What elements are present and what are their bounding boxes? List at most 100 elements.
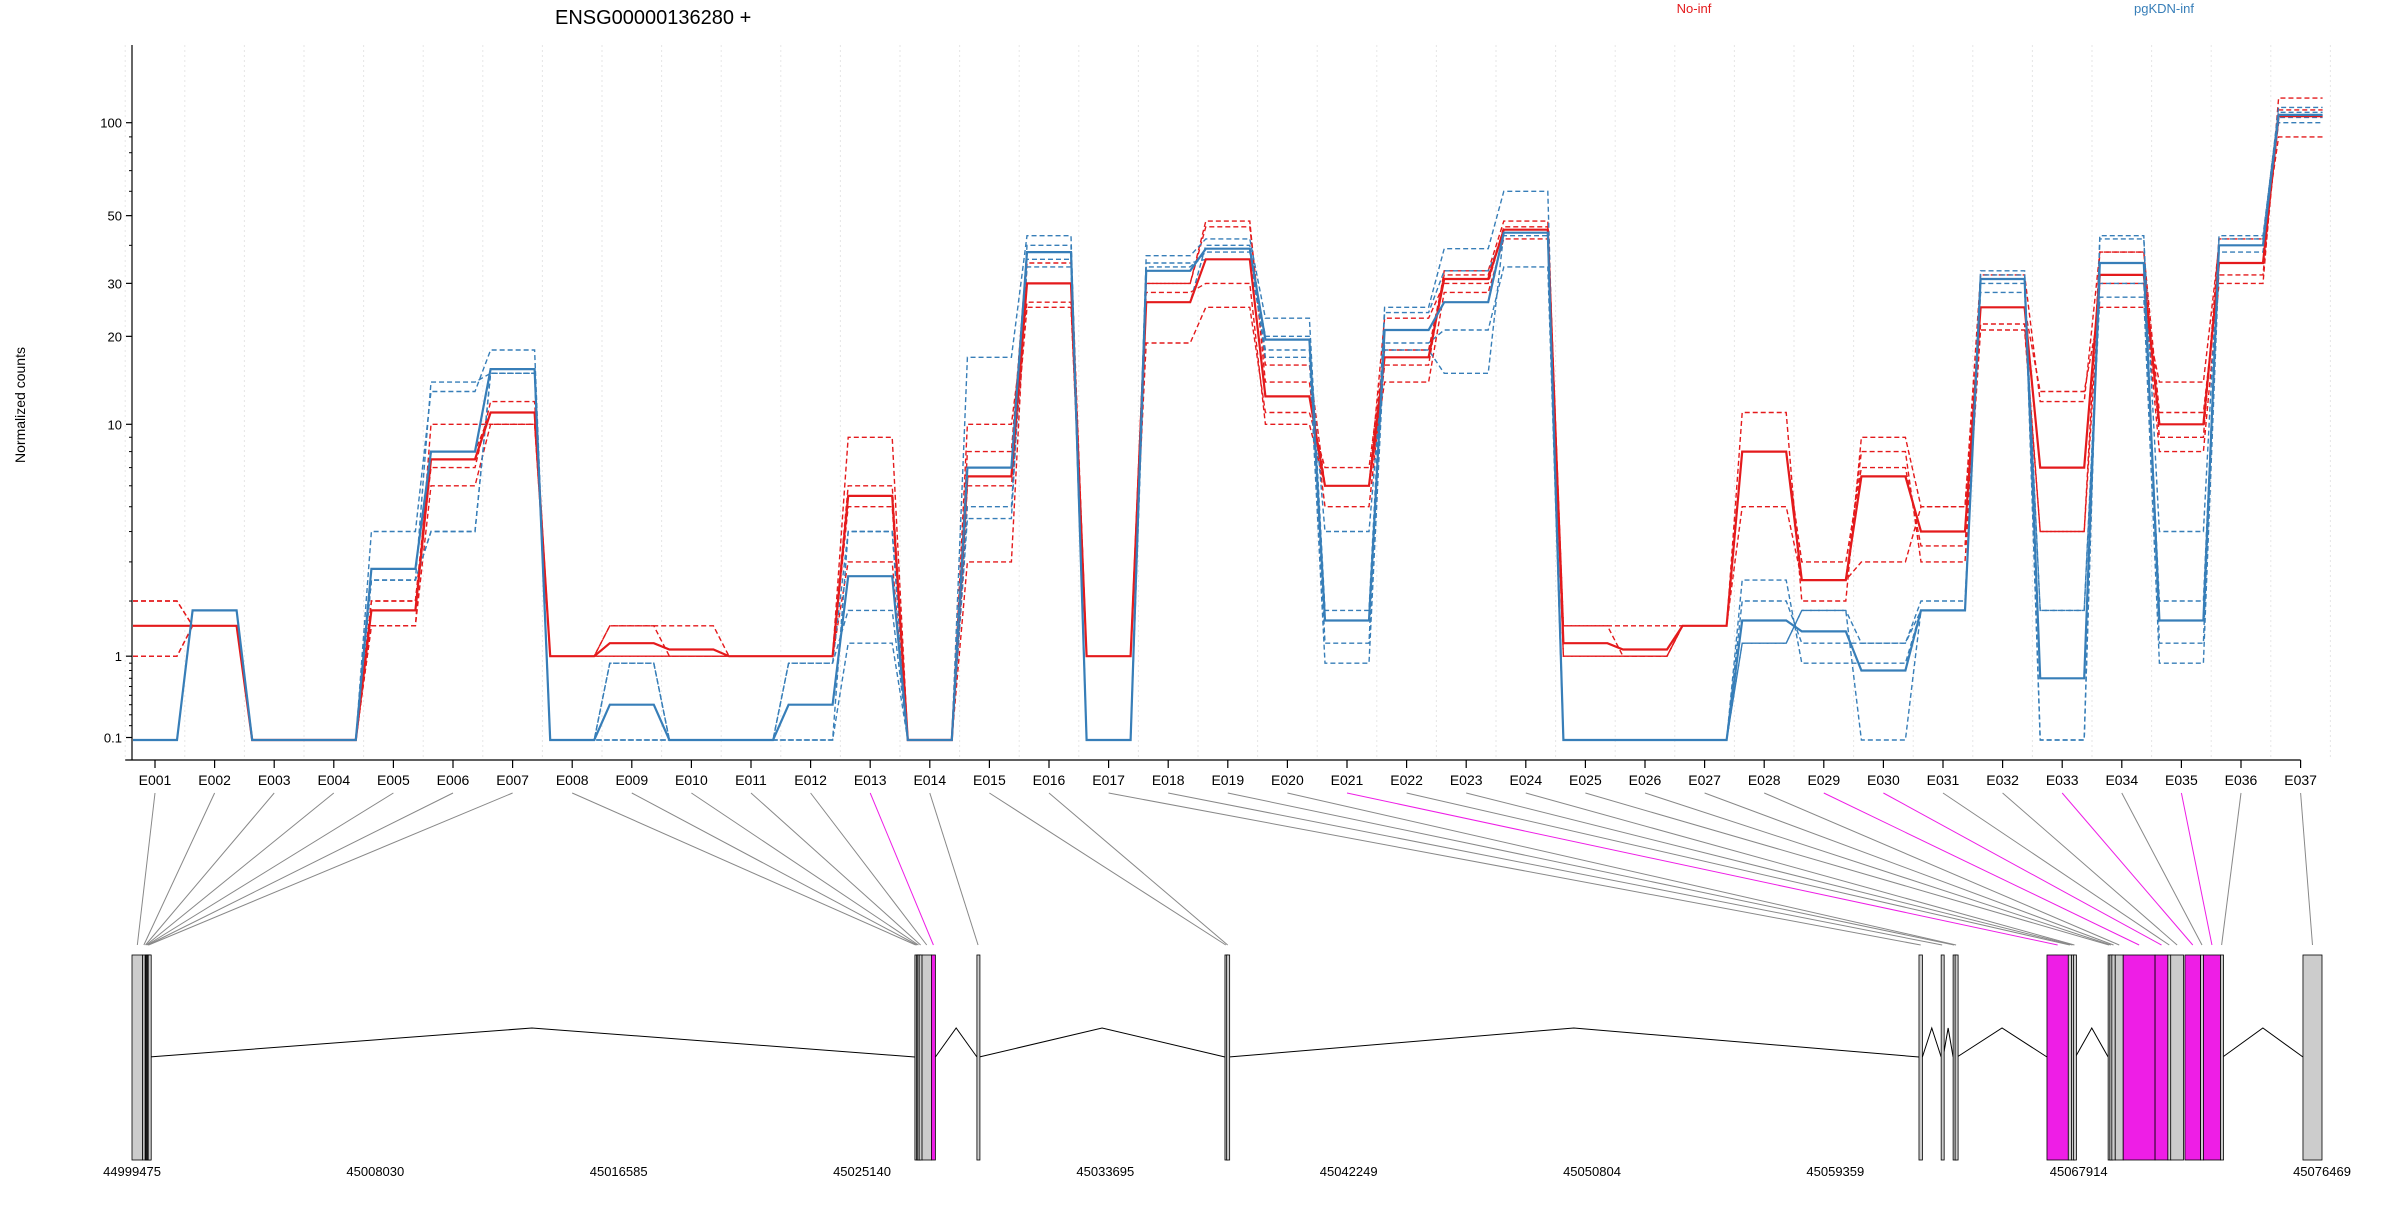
series-line-no-inf — [133, 97, 2323, 741]
gene-model — [131, 954, 2323, 1161]
genome-tick-label: 44999475 — [103, 1164, 161, 1179]
series-line-pgkdn-inf — [133, 122, 2323, 741]
x-tick-label: E014 — [913, 772, 946, 788]
x-tick-label: E004 — [317, 772, 350, 788]
exon-box-e024 — [2073, 954, 2077, 1161]
legend-no-inf: No-inf — [1677, 1, 1712, 16]
intron-line — [1942, 1027, 1954, 1058]
y-axis-label: Normalized counts — [12, 347, 28, 463]
exon-box-e022 — [2067, 954, 2072, 1161]
connector-e005 — [146, 792, 394, 946]
exon-box-e021 — [2046, 954, 2069, 1161]
x-tick-label: E020 — [1271, 772, 1304, 788]
connector-e009 — [631, 792, 918, 946]
intron-line — [1921, 1026, 1942, 1058]
series-line-pgkdn-inf — [133, 111, 2323, 741]
y-tick-label: 20 — [108, 329, 122, 344]
intron-line — [2074, 1026, 2109, 1058]
mean-line-pgkdn-inf — [133, 113, 2323, 742]
x-tick-label: E034 — [2105, 772, 2138, 788]
connector-e028 — [1764, 792, 2120, 946]
x-tick-label: E025 — [1569, 772, 1602, 788]
intron-line — [1956, 1027, 2048, 1058]
connector-e026 — [1644, 792, 2111, 946]
exon-box-e007 — [147, 954, 152, 1161]
connector-e012 — [810, 792, 928, 946]
connector-e035 — [2180, 792, 2213, 946]
exon-box-e036 — [2220, 954, 2224, 1161]
y-tick-label: 0.1 — [104, 731, 122, 746]
x-tick-label: E005 — [377, 772, 410, 788]
x-tick-label: E026 — [1629, 772, 1662, 788]
x-tick-label: E033 — [2046, 772, 2079, 788]
x-tick-label: E016 — [1033, 772, 1066, 788]
legend-pgkdn-inf: pgKDN-inf — [2134, 1, 2194, 16]
x-tick-label: E018 — [1152, 772, 1185, 788]
y-axis: 0.1 1 10 20 30 50 100 — [100, 45, 133, 760]
connector-e004 — [146, 792, 335, 946]
connector-e010 — [691, 792, 919, 946]
x-tick-label: E021 — [1331, 772, 1364, 788]
connector-e019 — [1227, 792, 1955, 946]
connector-e006 — [147, 792, 454, 946]
connector-e002 — [143, 792, 216, 946]
connector-e024 — [1525, 792, 2075, 946]
genome-tick-label: 45016585 — [590, 1164, 648, 1179]
x-tick-label: E017 — [1092, 772, 1125, 788]
intron-line — [2222, 1027, 2304, 1058]
connector-e017 — [1108, 792, 1921, 946]
x-tick-label: E035 — [2165, 772, 2198, 788]
connector-e022 — [1406, 792, 2070, 946]
x-tick-label: E024 — [1509, 772, 1542, 788]
connector-e023 — [1466, 792, 2073, 946]
connector-e025 — [1585, 792, 2110, 946]
genome-tick-label: 45076469 — [2293, 1164, 2351, 1179]
intron-line — [979, 1027, 1226, 1058]
intron-line — [148, 1027, 915, 1058]
connector-e007 — [148, 792, 513, 946]
connector-e032 — [2002, 792, 2178, 946]
series-line-no-inf — [133, 115, 2323, 741]
x-tick-label: E015 — [973, 772, 1006, 788]
y-tick-label: 50 — [108, 209, 122, 224]
chart-title: ENSG00000136280 + — [555, 7, 751, 29]
x-tick-label: E012 — [794, 772, 827, 788]
connector-e027 — [1704, 792, 2114, 946]
exon-box-e033 — [2184, 954, 2201, 1161]
connector-e029 — [1823, 792, 2140, 946]
connector-e011 — [750, 792, 921, 946]
genome-tick-label: 45050804 — [1563, 1164, 1621, 1179]
genome-axis: 44999475 45008030 45016585 45025140 45033695… — [103, 1164, 2351, 1179]
x-tick-label: E027 — [1688, 772, 1721, 788]
mean-line-no-inf — [133, 115, 2323, 742]
intron-line — [1228, 1027, 1920, 1058]
x-tick-label: E036 — [2225, 772, 2258, 788]
genome-tick-label: 45008030 — [346, 1164, 404, 1179]
exon-box-e029 — [2122, 954, 2156, 1161]
connector-e034 — [2121, 792, 2203, 946]
x-tick-label: E022 — [1390, 772, 1423, 788]
x-tick-label: E007 — [496, 772, 529, 788]
genome-tick-label: 45033695 — [1076, 1164, 1134, 1179]
series-line-no-inf — [133, 109, 2323, 741]
genome-tick-label: 45042249 — [1320, 1164, 1378, 1179]
exon-box-e012 — [921, 954, 932, 1161]
vertical-grid — [124, 45, 2331, 760]
exon-box-e037 — [2302, 954, 2323, 1161]
x-tick-label: E032 — [1986, 772, 2019, 788]
series-line-pgkdn-inf — [133, 116, 2323, 741]
exon-box-e001 — [131, 954, 144, 1161]
x-tick-label: E013 — [854, 772, 887, 788]
exon-box-e013 — [931, 954, 936, 1161]
x-tick-label: E037 — [2284, 772, 2317, 788]
connector-e018 — [1168, 792, 1943, 946]
exon-box-e014 — [976, 954, 981, 1161]
x-tick-label: E003 — [258, 772, 291, 788]
exon-box-e018 — [1940, 954, 1945, 1161]
connector-e036 — [2221, 792, 2242, 946]
connector-e037 — [2300, 792, 2313, 946]
connector-e033 — [2061, 792, 2194, 946]
connector-e003 — [145, 792, 275, 946]
exon-box-e032 — [2170, 954, 2184, 1161]
